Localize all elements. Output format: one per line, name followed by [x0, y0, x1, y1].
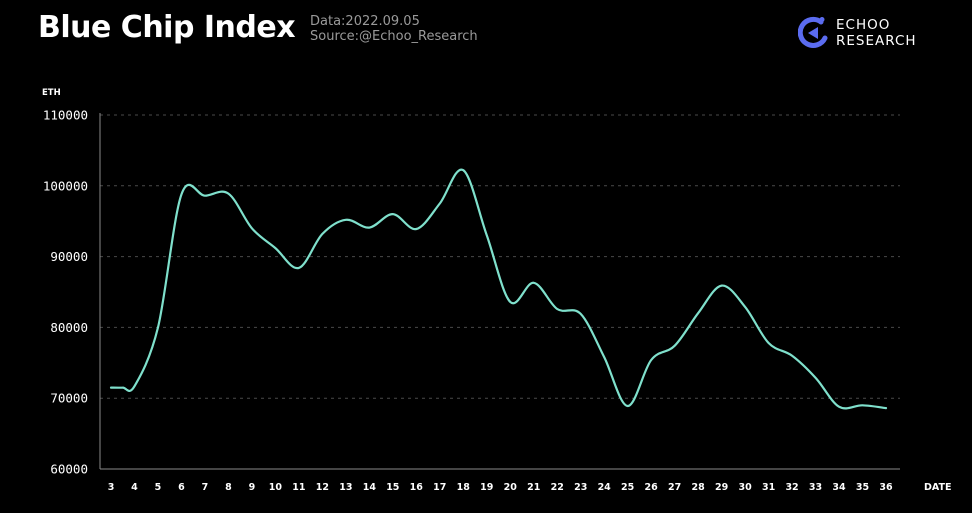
x-tick-label: 32 [785, 482, 798, 493]
chart-title: Blue Chip Index [38, 10, 296, 45]
data-source: Source:@Echoo_Research [310, 29, 478, 44]
brand-logo-block: ECHOO RESEARCH [798, 16, 917, 50]
y-tick-label: 60000 [50, 462, 88, 477]
x-tick-label: 11 [292, 482, 305, 493]
x-tick-label: 31 [762, 482, 775, 493]
x-tick-label: 22 [551, 482, 564, 493]
brand-name-line1: ECHOO [836, 17, 891, 33]
x-tick-label: 17 [433, 482, 446, 493]
x-tick-label: 30 [738, 482, 752, 493]
x-tick-label: 33 [809, 482, 822, 493]
x-tick-label: 26 [645, 482, 659, 493]
x-tick-label: 14 [363, 482, 377, 493]
y-tick-label: 70000 [50, 391, 88, 406]
x-tick-label: 12 [316, 482, 329, 493]
series-line [109, 168, 888, 410]
x-tick-label: 23 [574, 482, 587, 493]
x-tick-label: 4 [131, 482, 138, 493]
x-tick-label: 29 [715, 482, 728, 493]
brand-name-line2: RESEARCH [836, 33, 917, 49]
x-axis-unit-label: DATE [924, 482, 951, 493]
y-tick-label: 100000 [43, 178, 88, 193]
x-tick-label: 24 [598, 482, 612, 493]
x-tick-label: 5 [155, 482, 162, 493]
data-date: Data:2022.09.05 [310, 14, 420, 29]
y-tick-label: 110000 [43, 108, 88, 123]
chart-meta: Data:2022.09.05 Source:@Echoo_Research [310, 14, 478, 44]
x-tick-label: 35 [856, 482, 869, 493]
x-tick-label: 7 [202, 482, 209, 493]
x-tick-label: 8 [225, 482, 232, 493]
x-tick-label: 19 [480, 482, 493, 493]
x-tick-label: 3 [108, 482, 115, 493]
y-axis-unit-label: ETH [42, 88, 61, 98]
x-tick-label: 20 [504, 482, 518, 493]
y-tick-label: 80000 [50, 320, 88, 335]
x-tick-label: 25 [621, 482, 634, 493]
echoo-logo-icon [798, 16, 828, 48]
y-tick-label: 90000 [50, 249, 88, 264]
x-tick-label: 16 [410, 482, 424, 493]
x-tick-label: 28 [692, 482, 706, 493]
x-tick-label: 6 [178, 482, 185, 493]
x-tick-label: 9 [249, 482, 256, 493]
x-tick-label: 34 [832, 482, 846, 493]
x-tick-label: 15 [386, 482, 399, 493]
x-tick-label: 13 [339, 482, 352, 493]
x-tick-label: 10 [269, 482, 283, 493]
x-tick-label: 18 [457, 482, 471, 493]
x-tick-label: 36 [879, 482, 893, 493]
x-tick-label: 21 [527, 482, 540, 493]
x-tick-label: 27 [668, 482, 681, 493]
